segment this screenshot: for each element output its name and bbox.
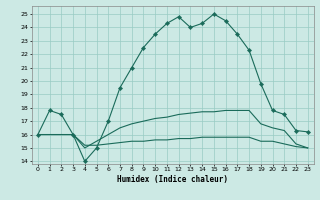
- X-axis label: Humidex (Indice chaleur): Humidex (Indice chaleur): [117, 175, 228, 184]
